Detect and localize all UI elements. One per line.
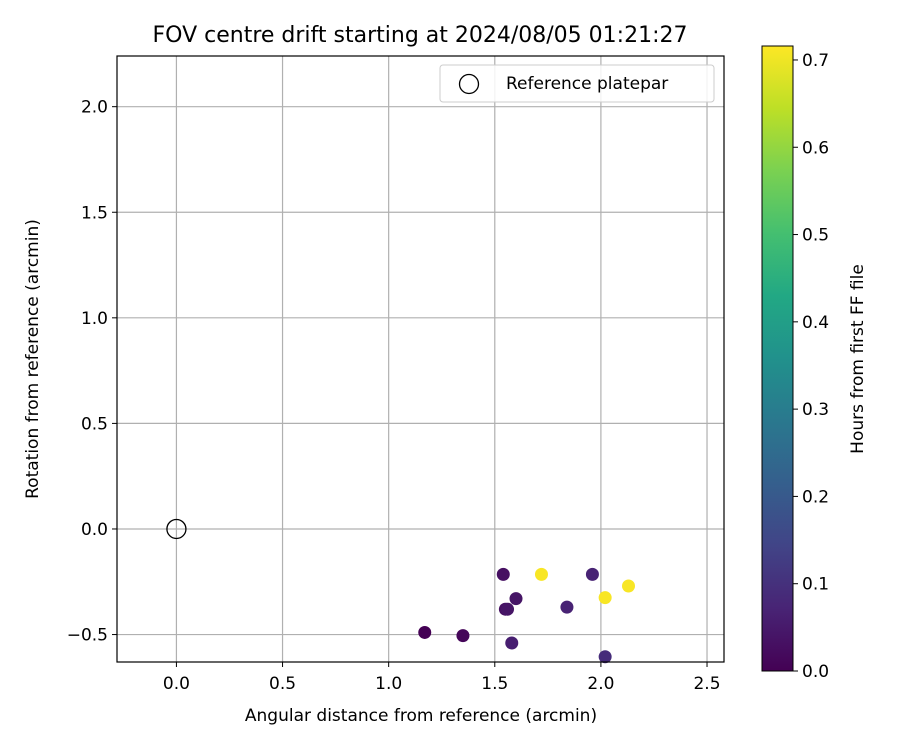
legend: Reference platepar <box>439 64 715 103</box>
x-tick-label: 0.5 <box>269 674 296 694</box>
data-point <box>598 650 612 664</box>
colorbar-tick-label: 0.6 <box>802 138 829 158</box>
colorbar-tick-label: 0.2 <box>802 487 829 507</box>
legend-marker-reference <box>458 73 480 95</box>
colorbar-ticks: 0.0 0.1 0.2 0.3 0.4 0.5 0.6 0.7 <box>793 51 829 682</box>
reference-point <box>166 518 187 540</box>
data-point <box>560 600 574 614</box>
y-tick-label: −0.5 <box>67 626 108 646</box>
axes-frame <box>116 55 725 663</box>
data-points <box>166 518 635 664</box>
y-tick-label: 2.0 <box>81 98 108 118</box>
colorbar-tick-label: 0.3 <box>802 400 829 420</box>
y-tick-label: 1.5 <box>81 203 108 223</box>
data-point <box>509 592 523 606</box>
chart-title: FOV centre drift starting at 2024/08/05 … <box>153 23 688 48</box>
x-tick-label: 2.0 <box>587 674 614 694</box>
colorbar-tick-label: 0.0 <box>802 662 829 682</box>
colorbar-gradient <box>761 45 794 672</box>
data-point <box>621 579 635 593</box>
data-point <box>418 625 432 639</box>
colorbar-tick-label: 0.5 <box>802 226 829 246</box>
grid-lines <box>117 56 724 662</box>
colorbar-tick-label: 0.4 <box>802 313 829 333</box>
data-point <box>501 602 515 616</box>
y-tick-label: 0.0 <box>81 520 108 540</box>
data-point <box>456 629 470 643</box>
tick-marks: 0.0 0.5 1.0 1.5 2.0 2.5 −0.5 0.0 0.5 1.0 1.5 2.0 <box>67 98 721 694</box>
colorbar-tick-label: 0.7 <box>802 51 829 71</box>
x-tick-label: 1.0 <box>375 674 402 694</box>
plot-area-frame <box>116 55 725 663</box>
data-point <box>496 567 510 581</box>
x-tick-label: 2.5 <box>693 674 720 694</box>
legend-label-reference: Reference platepar <box>506 74 668 94</box>
data-point <box>505 636 519 650</box>
colorbar-label: Hours from first FF file <box>848 264 868 454</box>
colorbar-tick-label: 0.1 <box>802 575 829 595</box>
x-tick-label: 1.5 <box>481 674 508 694</box>
colorbar: 0.0 0.1 0.2 0.3 0.4 0.5 0.6 0.7 Hours from firs… <box>761 45 868 682</box>
data-point <box>598 591 612 605</box>
x-tick-label: 0.0 <box>163 674 190 694</box>
y-tick-label: 1.0 <box>81 309 108 329</box>
data-point <box>534 567 548 581</box>
y-axis-label: Rotation from reference (arcmin) <box>23 219 43 499</box>
data-point <box>585 567 599 581</box>
x-axis-label: Angular distance from reference (arcmin) <box>245 706 597 726</box>
y-tick-label: 0.5 <box>81 414 108 434</box>
legend-box <box>439 64 715 103</box>
